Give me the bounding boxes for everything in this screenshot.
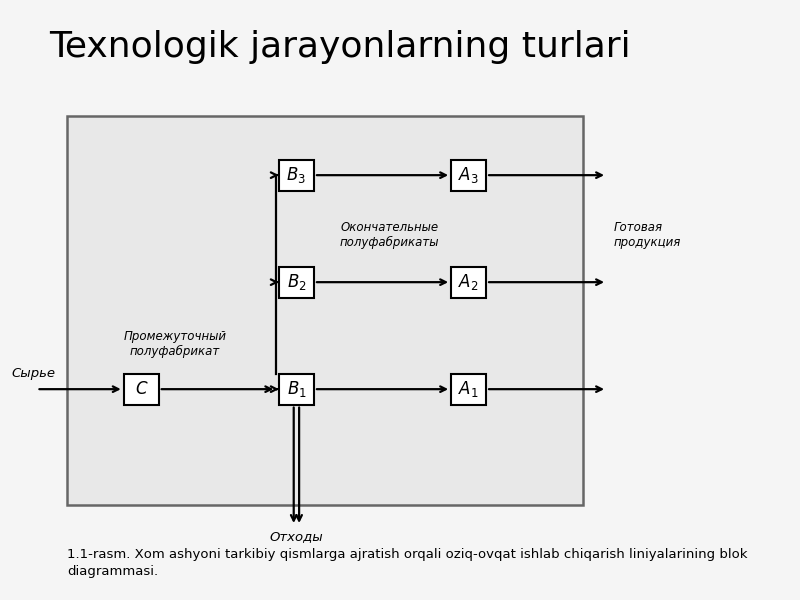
Bar bbox=[279, 160, 314, 191]
Bar bbox=[279, 267, 314, 298]
Text: Отходы: Отходы bbox=[270, 530, 323, 543]
Text: Сырье: Сырье bbox=[11, 367, 55, 380]
Text: $A_1$: $A_1$ bbox=[458, 379, 479, 399]
Text: $A_3$: $A_3$ bbox=[458, 165, 479, 185]
Bar bbox=[124, 374, 158, 404]
Text: 1.1-rasm. Xom ashyoni tarkibiy qismlarga ajratish orqali oziq-ovqat ishlab chiqa: 1.1-rasm. Xom ashyoni tarkibiy qismlarga… bbox=[67, 548, 747, 578]
Bar bbox=[67, 116, 583, 505]
Text: C: C bbox=[135, 380, 147, 398]
Bar bbox=[451, 374, 486, 404]
Text: Texnologik jarayonlarning turlari: Texnologik jarayonlarning turlari bbox=[50, 29, 631, 64]
Bar bbox=[451, 267, 486, 298]
Text: $B_1$: $B_1$ bbox=[286, 379, 306, 399]
Text: Промежуточный
полуфабрикат: Промежуточный полуфабрикат bbox=[123, 330, 226, 358]
Text: $B_3$: $B_3$ bbox=[286, 165, 306, 185]
Text: $B_2$: $B_2$ bbox=[286, 272, 306, 292]
Text: $A_2$: $A_2$ bbox=[458, 272, 479, 292]
Bar bbox=[451, 160, 486, 191]
Bar bbox=[279, 374, 314, 404]
Text: Готовая
продукция: Готовая продукция bbox=[614, 221, 681, 248]
Text: Окончательные
полуфабрикаты: Окончательные полуфабрикаты bbox=[339, 221, 439, 248]
